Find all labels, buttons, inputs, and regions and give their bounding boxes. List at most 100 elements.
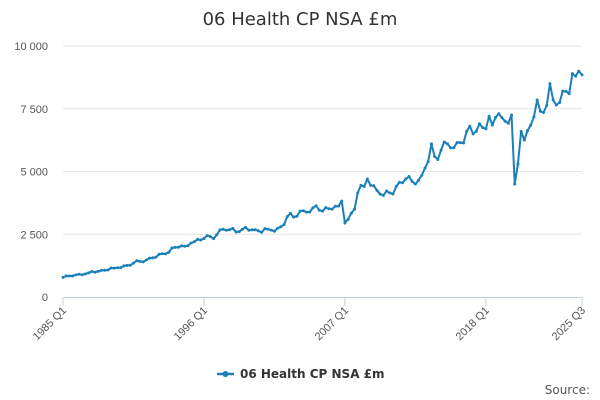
data-point <box>131 261 135 265</box>
data-point <box>404 177 408 181</box>
data-point <box>80 273 84 277</box>
data-point <box>333 204 337 208</box>
data-point <box>369 183 373 187</box>
data-point <box>272 229 276 233</box>
data-point <box>468 124 472 128</box>
data-point <box>164 252 168 256</box>
x-tick-label: 2025 Q3 <box>550 305 588 343</box>
data-point <box>186 244 190 248</box>
data-point <box>221 227 225 231</box>
data-point <box>545 103 549 107</box>
legend-marker-icon <box>222 371 229 377</box>
data-point <box>330 207 334 211</box>
data-point <box>461 141 465 145</box>
data-point <box>567 92 571 96</box>
data-point <box>263 227 267 231</box>
data-point <box>436 157 440 161</box>
data-point <box>337 204 341 208</box>
data-point <box>83 272 87 276</box>
data-point <box>513 182 517 186</box>
data-point <box>580 73 584 77</box>
y-tick-label: 10 000 <box>14 41 48 53</box>
data-point <box>381 193 385 197</box>
data-point <box>327 207 331 211</box>
data-point <box>526 129 530 133</box>
data-point <box>401 181 405 185</box>
x-tick-label: 1985 Q1 <box>31 305 69 343</box>
y-tick-label: 0 <box>42 292 48 304</box>
data-point <box>455 141 459 145</box>
data-point <box>122 264 126 268</box>
data-point <box>71 274 75 278</box>
data-point <box>160 252 164 256</box>
data-point <box>125 263 129 267</box>
data-point <box>208 235 212 239</box>
data-point <box>234 230 238 234</box>
data-point <box>474 129 478 133</box>
data-point <box>128 263 132 267</box>
data-point <box>135 259 139 263</box>
data-point <box>115 266 119 270</box>
data-point <box>266 227 270 231</box>
data-point <box>465 129 469 133</box>
data-point <box>202 237 206 241</box>
data-point <box>224 228 228 232</box>
data-point <box>176 245 180 249</box>
data-point <box>353 207 357 211</box>
data-point <box>346 217 350 221</box>
x-tick-label: 2007 Q1 <box>313 305 351 343</box>
data-point <box>538 109 542 113</box>
data-point <box>510 113 514 117</box>
data-point <box>212 237 216 241</box>
data-point <box>96 269 100 273</box>
data-point <box>577 69 581 73</box>
data-point <box>449 146 453 150</box>
data-point <box>516 162 520 166</box>
data-point <box>391 192 395 196</box>
data-point <box>378 192 382 196</box>
data-point <box>554 103 558 107</box>
y-tick-label: 2 500 <box>20 229 48 241</box>
data-point <box>260 230 264 234</box>
data-point <box>385 189 389 193</box>
data-point <box>519 129 523 133</box>
data-point <box>340 199 344 203</box>
data-point <box>426 159 430 163</box>
data-point <box>420 173 424 177</box>
data-point <box>77 272 81 276</box>
data-point <box>503 119 507 123</box>
data-point <box>574 74 578 78</box>
data-point <box>61 275 65 279</box>
source-label: Source: <box>545 383 590 397</box>
data-point <box>183 244 187 248</box>
data-point <box>535 98 539 102</box>
data-point <box>215 233 219 237</box>
data-point <box>558 100 562 104</box>
data-point <box>506 121 510 125</box>
series-layer <box>61 69 584 279</box>
data-point <box>397 180 401 184</box>
data-point <box>564 89 568 93</box>
data-point <box>282 223 286 227</box>
data-point <box>445 142 449 146</box>
legend[interactable]: 06 Health CP NSA £m <box>217 367 385 381</box>
data-point <box>205 234 209 238</box>
data-point <box>433 154 437 158</box>
data-point <box>452 146 456 150</box>
data-point <box>532 115 536 119</box>
data-point <box>349 211 353 215</box>
data-point <box>192 240 196 244</box>
data-point <box>551 98 555 102</box>
data-point <box>471 132 475 136</box>
data-point <box>317 208 321 212</box>
data-point <box>196 237 200 241</box>
data-point <box>548 82 552 86</box>
data-point <box>423 166 427 170</box>
data-point <box>362 185 366 189</box>
data-point <box>109 266 113 270</box>
x-axis: 1985 Q1 1996 Q1 2007 Q1 2018 Q1 2025 Q3 <box>31 297 588 343</box>
data-point <box>199 238 203 242</box>
data-point <box>487 114 491 118</box>
data-point <box>375 188 379 192</box>
